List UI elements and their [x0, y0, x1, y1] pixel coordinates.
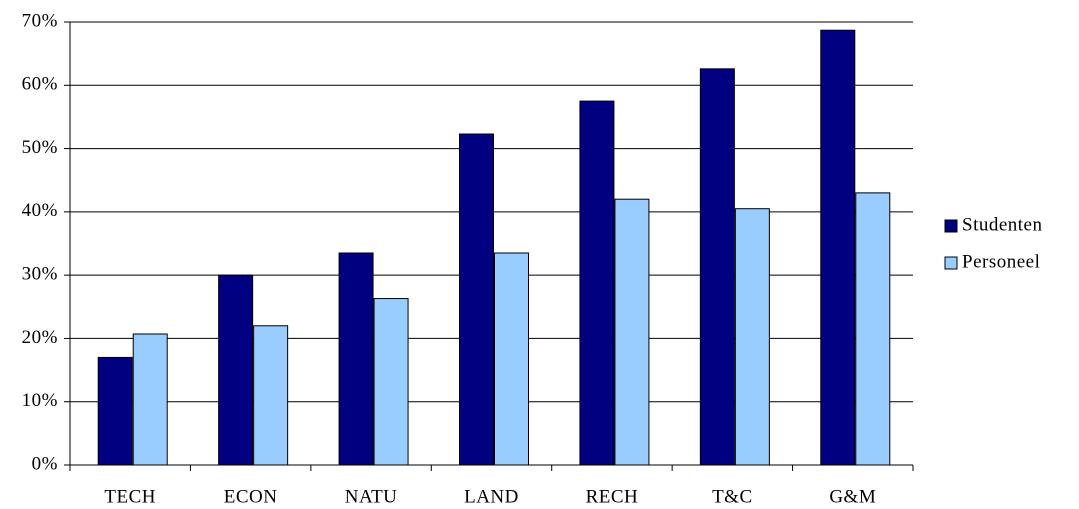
bar	[459, 133, 494, 466]
x-tick-label: LAND	[464, 486, 519, 507]
bar	[734, 208, 770, 466]
x-tick-label: NATU	[345, 486, 398, 507]
y-tick-label: 40%	[22, 200, 58, 221]
bar	[494, 252, 529, 466]
y-tick-label: 10%	[22, 390, 58, 411]
bar	[132, 333, 168, 466]
x-tick-label: ECON	[224, 486, 278, 507]
bar	[218, 274, 254, 466]
bar	[855, 192, 891, 466]
bar	[699, 68, 735, 466]
bar	[373, 298, 409, 466]
bar	[614, 198, 650, 466]
bar	[338, 252, 374, 466]
bar	[253, 325, 289, 466]
y-tick-label: 50%	[22, 137, 58, 158]
legend-label: Studenten	[962, 214, 1043, 235]
legend-label: Personeel	[962, 251, 1040, 272]
bar	[97, 356, 133, 466]
y-tick-label: 70%	[22, 10, 58, 31]
legend-swatch	[944, 256, 958, 270]
y-tick-label: 30%	[22, 264, 58, 285]
bar	[579, 100, 615, 466]
x-tick-label: G&M	[829, 486, 876, 507]
y-tick-label: 0%	[32, 453, 58, 474]
x-tick-label: TECH	[104, 486, 156, 507]
bar	[820, 29, 856, 466]
legend-swatch	[944, 219, 958, 233]
y-tick-label: 60%	[22, 74, 58, 95]
x-tick-label: T&C	[712, 486, 753, 507]
y-tick-label: 20%	[22, 327, 58, 348]
x-tick-label: RECH	[586, 486, 639, 507]
